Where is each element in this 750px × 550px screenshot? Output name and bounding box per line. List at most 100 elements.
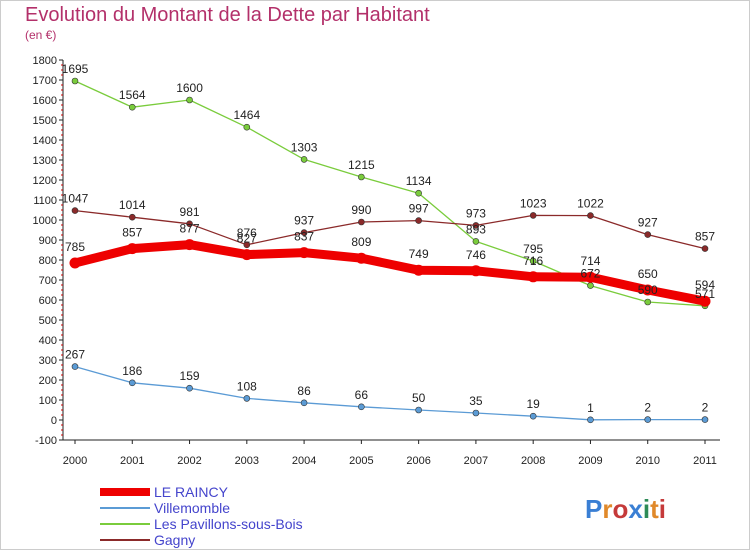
series-point	[186, 220, 193, 228]
series-point	[184, 239, 196, 251]
series-point	[69, 257, 81, 269]
series-point	[472, 409, 480, 417]
series-point	[529, 212, 537, 219]
data-label: 990	[351, 203, 371, 217]
series-point	[415, 406, 422, 414]
series-point	[358, 403, 365, 411]
series-point	[186, 96, 193, 104]
series-point	[587, 282, 594, 289]
data-label: 66	[355, 388, 369, 402]
y-tick-label: 700	[39, 275, 57, 287]
series-layer	[69, 77, 711, 424]
x-tick-label: 2000	[63, 455, 87, 467]
x-tick-label: 2003	[235, 455, 259, 467]
series-point	[243, 395, 251, 402]
series-point	[300, 156, 308, 163]
logo-letter: i	[643, 494, 650, 524]
series-point	[71, 207, 79, 214]
data-label: 1023	[520, 196, 547, 210]
series-point	[472, 238, 480, 245]
data-label: 809	[351, 235, 371, 249]
series-point	[300, 399, 308, 407]
data-label: 981	[180, 205, 200, 219]
series-point	[243, 241, 251, 249]
x-tick-label: 2004	[292, 455, 316, 467]
data-label: 746	[466, 248, 486, 262]
series-point	[355, 252, 367, 264]
data-label: 571	[695, 287, 715, 301]
data-label: 50	[412, 391, 426, 405]
series-point	[128, 213, 136, 221]
legend-label: Villemomble	[154, 500, 230, 516]
data-label: 186	[122, 364, 142, 378]
series-point	[527, 271, 539, 283]
data-label: 672	[580, 267, 600, 281]
x-tick-label: 2009	[578, 455, 602, 467]
legend-label: LE RAINCY	[154, 484, 229, 500]
y-tick-label: 1000	[33, 215, 57, 227]
series-point	[642, 284, 654, 296]
y-tick-label: 1700	[33, 75, 57, 87]
data-label: 716	[523, 254, 543, 268]
x-tick-label: 2002	[177, 455, 201, 467]
y-tick-label: -100	[35, 435, 57, 447]
y-tick-label: 200	[39, 375, 57, 387]
chart-title: Evolution du Montant de la Dette par Hab…	[25, 4, 430, 26]
series-point	[128, 379, 136, 387]
x-tick-label: 2010	[635, 455, 659, 467]
y-tick-label: 400	[39, 335, 57, 347]
data-label: 2	[644, 401, 651, 415]
series-line-3	[74, 209, 706, 250]
series-line-2	[74, 80, 706, 307]
data-label: 749	[409, 247, 429, 261]
data-label: 1600	[176, 81, 203, 95]
y-tick-label: 1100	[33, 195, 57, 207]
data-label: 2	[702, 401, 709, 415]
series-point	[243, 123, 251, 131]
data-label: 857	[122, 226, 142, 240]
y-tick-label: 100	[39, 395, 57, 407]
y-tick-label: 1200	[33, 175, 57, 187]
y-tick-label: 500	[39, 315, 57, 327]
chart-subtitle: (en €)	[25, 28, 56, 42]
data-label: 837	[294, 230, 314, 244]
logo-letter: r	[602, 494, 612, 524]
data-label: 19	[527, 397, 541, 411]
series-point	[71, 363, 79, 370]
legend-label: Gagny	[154, 532, 195, 548]
data-label: 1134	[406, 174, 432, 188]
data-label: 1303	[291, 140, 318, 154]
data-label: 876	[237, 226, 257, 240]
logo-letter: i	[659, 494, 666, 524]
data-label: 857	[695, 230, 715, 244]
series-point	[415, 217, 422, 224]
series-line-1	[74, 365, 706, 421]
y-tick-label: 0	[51, 415, 57, 427]
data-label: 1022	[577, 197, 604, 211]
data-label: 86	[297, 384, 311, 398]
series-point	[358, 173, 365, 181]
data-label: 590	[638, 283, 658, 297]
series-point	[529, 257, 537, 265]
y-tick-label: 600	[39, 295, 57, 307]
series-line-0	[70, 240, 710, 306]
series-point	[701, 416, 709, 423]
axes-group: -100 0 100 200 300 400 500 600 700 800 900 1000 1100…	[33, 55, 720, 467]
logo-letter: o	[612, 494, 628, 524]
data-label: 893	[466, 222, 486, 236]
data-label: 35	[469, 394, 483, 408]
series-point	[644, 416, 652, 423]
data-labels-layer: 1695 1564 1600 1464 1303 1215 1134 893 795 672 590…	[62, 62, 716, 415]
data-label: 785	[65, 240, 85, 254]
series-point	[699, 295, 711, 307]
series-point	[71, 77, 79, 85]
series-point	[529, 412, 537, 420]
series-point	[358, 218, 365, 226]
data-label: 927	[638, 216, 658, 230]
x-tick-label: 2007	[464, 455, 488, 467]
y-tick-label: 1300	[33, 155, 57, 167]
series-point	[701, 245, 709, 252]
